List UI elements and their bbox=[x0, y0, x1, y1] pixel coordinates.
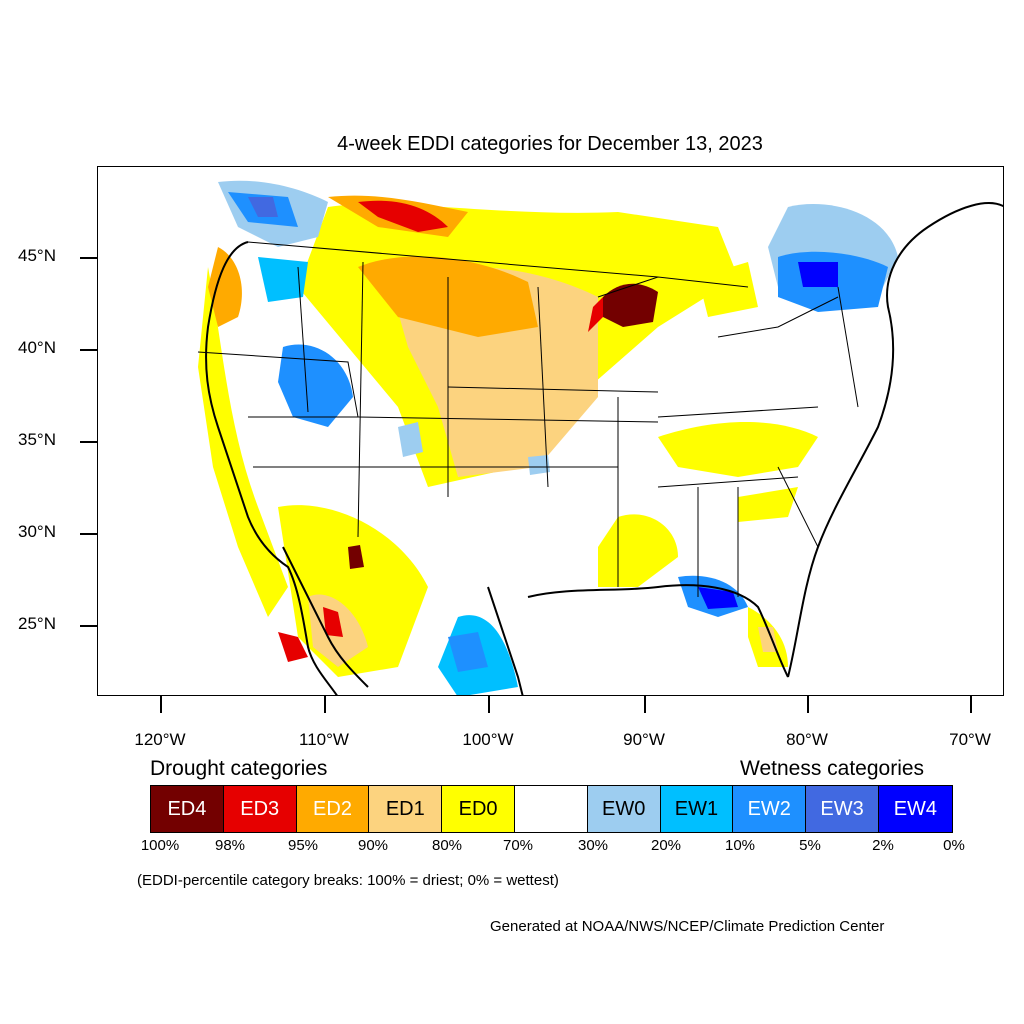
swatch-label: ED1 bbox=[385, 797, 425, 820]
swatch-label: EW1 bbox=[674, 797, 719, 820]
lon-tick bbox=[488, 696, 490, 713]
lon-label: 120°W bbox=[134, 730, 186, 749]
swatch-label: EW4 bbox=[893, 797, 938, 820]
break-label: 10% bbox=[724, 837, 756, 854]
swatch-ew2: EW2 bbox=[733, 786, 807, 832]
lon-label: 100°W bbox=[462, 730, 514, 749]
swatch-label: EW0 bbox=[602, 797, 646, 820]
break-label: 95% bbox=[287, 837, 319, 854]
coastline bbox=[205, 202, 1003, 695]
break-label: 20% bbox=[650, 837, 682, 854]
break-label: 30% bbox=[577, 837, 609, 854]
lon-label: 90°W bbox=[623, 730, 665, 749]
lon-tick bbox=[644, 696, 646, 713]
map-title: 4-week EDDI categories for December 13, … bbox=[337, 133, 763, 155]
break-label: 2% bbox=[872, 837, 894, 854]
break-label: 90% bbox=[357, 837, 389, 854]
lat-label: 40°N bbox=[18, 338, 56, 357]
category-note: (EDDI-percentile category breaks: 100% =… bbox=[137, 872, 559, 889]
break-label: 80% bbox=[431, 837, 463, 854]
lat-label: 25°N bbox=[18, 614, 56, 633]
lon-tick bbox=[324, 696, 326, 713]
lat-tick bbox=[80, 441, 97, 443]
swatch-label: ED3 bbox=[240, 797, 280, 820]
drought-heading: Drought categories bbox=[150, 757, 328, 780]
lat-label: 45°N bbox=[18, 246, 56, 265]
swatch-ed1: ED1 bbox=[369, 786, 443, 832]
category-legend: ED4 ED3 ED2 ED1 ED0 EW0 EW1 EW2 EW3 EW4 bbox=[150, 785, 953, 833]
swatch-neutral bbox=[514, 786, 588, 832]
wetness-heading: Wetness categories bbox=[740, 757, 925, 780]
swatch-label: ED2 bbox=[313, 797, 352, 820]
lon-label: 70°W bbox=[949, 730, 991, 749]
break-label: 5% bbox=[799, 837, 821, 854]
lat-tick bbox=[80, 349, 97, 351]
lon-label: 80°W bbox=[786, 730, 828, 749]
lat-label: 30°N bbox=[18, 522, 56, 541]
swatch-ew3: EW3 bbox=[806, 786, 879, 832]
lat-tick bbox=[80, 533, 97, 535]
credit-line: Generated at NOAA/NWS/NCEP/Climate Predi… bbox=[490, 918, 885, 935]
eddi-map bbox=[197, 180, 1003, 695]
break-label: 100% bbox=[140, 837, 180, 854]
state-borders bbox=[197, 241, 859, 597]
swatch-label: EW3 bbox=[820, 797, 864, 820]
lon-tick bbox=[807, 696, 809, 713]
swatch-label: ED0 bbox=[458, 797, 498, 820]
swatch-ed2: ED2 bbox=[296, 786, 370, 832]
swatch-ed0: ED0 bbox=[442, 786, 515, 832]
lat-label: 35°N bbox=[18, 430, 56, 449]
swatch-ew1: EW1 bbox=[660, 786, 734, 832]
swatch-ed3: ED3 bbox=[223, 786, 297, 832]
swatch-ew4: EW4 bbox=[878, 786, 952, 832]
map-panel bbox=[97, 166, 1004, 696]
swatch-label: EW2 bbox=[747, 797, 791, 820]
break-label: 0% bbox=[943, 837, 965, 854]
lat-tick bbox=[80, 625, 97, 627]
swatch-ew0: EW0 bbox=[587, 786, 661, 832]
break-label: 70% bbox=[502, 837, 534, 854]
lon-tick bbox=[970, 696, 972, 713]
lat-tick bbox=[80, 257, 97, 259]
break-label: 98% bbox=[214, 837, 246, 854]
lon-tick bbox=[160, 696, 162, 713]
swatch-ed4: ED4 bbox=[151, 786, 224, 832]
lon-label: 110°W bbox=[299, 730, 349, 749]
swatch-label: ED4 bbox=[167, 797, 207, 820]
